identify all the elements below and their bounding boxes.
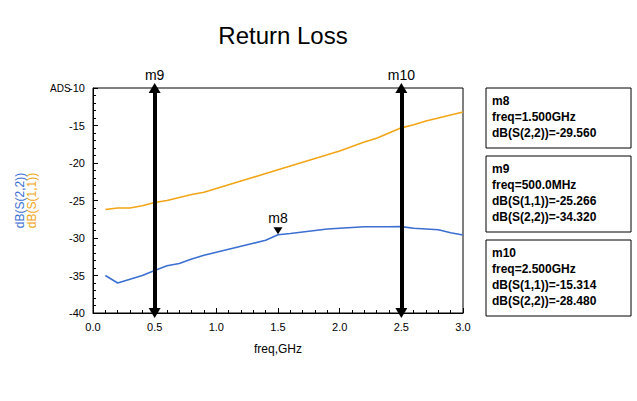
svg-text:dB(S(1,1))=-25.266: dB(S(1,1))=-25.266 bbox=[492, 194, 597, 208]
svg-text:m8: m8 bbox=[268, 210, 288, 226]
svg-text:m10: m10 bbox=[388, 67, 415, 83]
svg-text:0.0: 0.0 bbox=[85, 321, 100, 333]
svg-text:-20: -20 bbox=[69, 157, 85, 169]
svg-text:m8: m8 bbox=[492, 94, 510, 108]
svg-text:dB(S(1,1)): dB(S(1,1)) bbox=[25, 173, 39, 228]
svg-text:0.5: 0.5 bbox=[147, 321, 162, 333]
svg-text:freq=1.500GHz: freq=1.500GHz bbox=[492, 110, 576, 124]
svg-text:-15: -15 bbox=[69, 120, 85, 132]
svg-text:3.0: 3.0 bbox=[455, 321, 470, 333]
svg-text:-35: -35 bbox=[69, 270, 85, 282]
svg-text:1.0: 1.0 bbox=[209, 321, 224, 333]
svg-text:dB(S(1,1))=-15.314: dB(S(1,1))=-15.314 bbox=[492, 278, 597, 292]
svg-text:ADS: ADS bbox=[50, 83, 71, 94]
svg-text:-25: -25 bbox=[69, 195, 85, 207]
svg-text:m9: m9 bbox=[492, 162, 510, 176]
svg-text:-30: -30 bbox=[69, 232, 85, 244]
svg-text:freq=2.500GHz: freq=2.500GHz bbox=[492, 262, 576, 276]
svg-text:1.5: 1.5 bbox=[270, 321, 285, 333]
svg-text:dB(S(2,2)): dB(S(2,2)) bbox=[13, 172, 27, 229]
svg-text:freq,GHz: freq,GHz bbox=[254, 342, 302, 356]
svg-text:m10: m10 bbox=[492, 246, 516, 260]
svg-text:2.5: 2.5 bbox=[394, 321, 409, 333]
svg-text:freq=500.0MHz: freq=500.0MHz bbox=[492, 178, 576, 192]
svg-text:dB(S(2,2))=-29.560: dB(S(2,2))=-29.560 bbox=[492, 126, 597, 140]
svg-text:m9: m9 bbox=[145, 67, 165, 83]
svg-text:-40: -40 bbox=[69, 307, 85, 319]
svg-text:Return Loss: Return Loss bbox=[218, 22, 347, 49]
svg-text:dB(S(2,2))=-34.320: dB(S(2,2))=-34.320 bbox=[492, 210, 597, 224]
svg-text:-10: -10 bbox=[69, 82, 85, 94]
svg-text:dB(S(2,2))=-28.480: dB(S(2,2))=-28.480 bbox=[492, 294, 597, 308]
svg-text:2.0: 2.0 bbox=[332, 321, 347, 333]
